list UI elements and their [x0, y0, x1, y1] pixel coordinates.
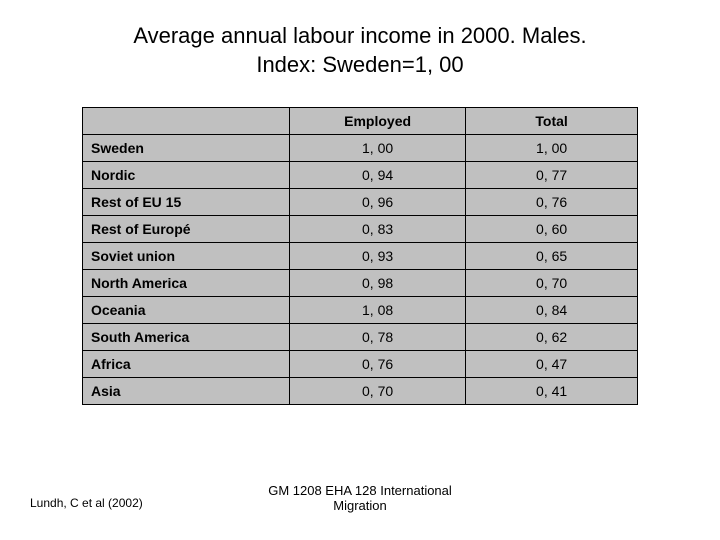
title-line-2: Index: Sweden=1, 00 [256, 52, 463, 77]
total-cell: 0, 47 [466, 351, 638, 378]
slide-title: Average annual labour income in 2000. Ma… [0, 0, 720, 79]
total-cell: 0, 65 [466, 243, 638, 270]
region-cell: North America [83, 270, 290, 297]
employed-cell: 0, 76 [289, 351, 465, 378]
employed-cell: 0, 94 [289, 162, 465, 189]
slide: Average annual labour income in 2000. Ma… [0, 0, 720, 540]
region-cell: Oceania [83, 297, 290, 324]
employed-cell: 0, 70 [289, 378, 465, 405]
employed-cell: 0, 78 [289, 324, 465, 351]
footer-text: GM 1208 EHA 128 International Migration [0, 483, 720, 514]
region-cell: Sweden [83, 135, 290, 162]
table-row: Asia0, 700, 41 [83, 378, 638, 405]
region-cell: South America [83, 324, 290, 351]
total-cell: 1, 00 [466, 135, 638, 162]
table-row: Nordic0, 940, 77 [83, 162, 638, 189]
region-cell: Soviet union [83, 243, 290, 270]
total-cell: 0, 77 [466, 162, 638, 189]
table-body: Sweden1, 001, 00Nordic0, 940, 77Rest of … [83, 135, 638, 405]
employed-cell: 0, 96 [289, 189, 465, 216]
total-cell: 0, 60 [466, 216, 638, 243]
employed-cell: 0, 83 [289, 216, 465, 243]
region-cell: Rest of Europé [83, 216, 290, 243]
table-header-row: Employed Total [83, 108, 638, 135]
table-row: Sweden1, 001, 00 [83, 135, 638, 162]
table-row: Oceania1, 080, 84 [83, 297, 638, 324]
header-total: Total [466, 108, 638, 135]
employed-cell: 1, 08 [289, 297, 465, 324]
income-table: Employed Total Sweden1, 001, 00Nordic0, … [82, 107, 638, 405]
total-cell: 0, 41 [466, 378, 638, 405]
region-cell: Asia [83, 378, 290, 405]
region-cell: Rest of EU 15 [83, 189, 290, 216]
total-cell: 0, 84 [466, 297, 638, 324]
footer-line-2: Migration [333, 498, 386, 513]
table-row: Rest of EU 150, 960, 76 [83, 189, 638, 216]
total-cell: 0, 62 [466, 324, 638, 351]
header-employed: Employed [289, 108, 465, 135]
table-row: South America0, 780, 62 [83, 324, 638, 351]
employed-cell: 1, 00 [289, 135, 465, 162]
footer-line-1: GM 1208 EHA 128 International [268, 483, 452, 498]
header-empty [83, 108, 290, 135]
title-line-1: Average annual labour income in 2000. Ma… [133, 23, 586, 48]
income-table-wrap: Employed Total Sweden1, 001, 00Nordic0, … [82, 107, 638, 405]
region-cell: Africa [83, 351, 290, 378]
total-cell: 0, 76 [466, 189, 638, 216]
table-row: North America0, 980, 70 [83, 270, 638, 297]
table-row: Soviet union0, 930, 65 [83, 243, 638, 270]
table-row: Africa0, 760, 47 [83, 351, 638, 378]
employed-cell: 0, 93 [289, 243, 465, 270]
employed-cell: 0, 98 [289, 270, 465, 297]
table-row: Rest of Europé0, 830, 60 [83, 216, 638, 243]
total-cell: 0, 70 [466, 270, 638, 297]
region-cell: Nordic [83, 162, 290, 189]
